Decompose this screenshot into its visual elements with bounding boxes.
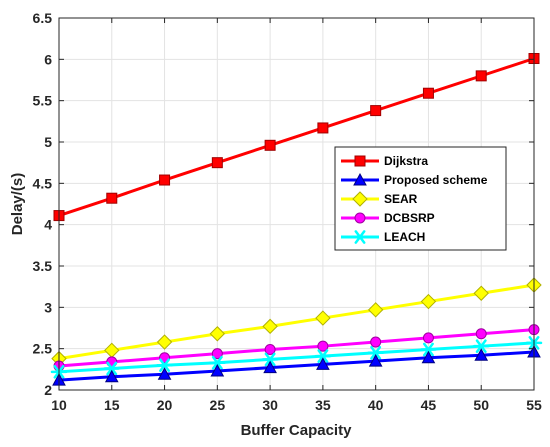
x-tick-label: 15 [104,397,120,413]
y-tick-label: 2 [44,382,52,398]
data-point [157,367,172,380]
x-tick-label: 45 [421,397,437,413]
x-axis-label: Buffer Capacity [241,422,353,439]
data-point [264,343,276,355]
legend-swatch-marker [351,230,369,244]
legend: Dijkstra Proposed scheme SEAR DCBSRP LEACH [334,146,507,251]
data-point [475,70,487,82]
legend-label: LEACH [384,230,425,244]
series-sear [51,277,542,367]
legend-swatch-marker [354,212,366,224]
series-line [58,341,535,374]
x-tick-label: 55 [526,397,542,413]
data-point [159,174,171,186]
data-point [368,354,383,367]
x-tick-label: 20 [157,397,173,413]
data-point [314,349,332,363]
data-point [156,358,173,373]
data-point [156,334,173,350]
plot-frame [58,17,535,391]
data-point [106,192,118,204]
x-tick-label: 10 [51,397,67,413]
data-point [316,357,330,370]
data-point [422,332,434,344]
series-leach [50,336,543,379]
legend-swatch-marker [354,155,366,167]
data-point [209,355,226,370]
data-point [474,348,489,361]
series-line [58,350,535,382]
data-point [263,360,277,374]
series-line [58,57,535,217]
series-line [58,283,535,361]
data-point [367,302,384,318]
series-line [58,328,535,368]
data-point [422,87,434,99]
legend-entry: DCBSRP [341,211,435,225]
data-point [264,139,276,151]
data-point [211,157,223,169]
legend-label: Proposed scheme [384,173,488,187]
legend-entry: Proposed scheme [341,172,488,187]
x-tick-label: 50 [473,397,489,413]
data-point [370,336,382,348]
x-tick-label: 30 [262,397,278,413]
y-axis-label: Delay/(s) [9,173,26,236]
data-point [211,348,223,360]
series-proposed-scheme [52,344,541,386]
data-point [420,293,437,310]
data-point [420,342,437,357]
y-tick-label: 2.5 [33,341,53,357]
data-point [317,340,329,352]
data-point [210,363,225,377]
data-point [472,339,490,354]
y-tick-label: 5.5 [33,93,53,109]
y-tick-label: 6.5 [33,10,53,26]
data-point [473,285,489,301]
y-tick-label: 4 [44,217,52,233]
legend-entry: SEAR [341,191,418,207]
data-point [315,310,331,326]
data-point [261,352,279,367]
data-point [103,361,121,376]
data-point [209,326,226,342]
legend-label: SEAR [384,192,418,206]
data-point [104,369,119,383]
y-tick-label: 6 [44,51,52,67]
legend-label: DCBSRP [384,211,435,225]
data-point [317,122,329,134]
legend-entry: Dijkstra [341,154,428,168]
data-point [370,105,382,117]
x-tick-label: 35 [315,397,331,413]
legend-swatch-marker [352,191,368,207]
legend-label: Dijkstra [384,154,428,168]
legend-swatch-marker [353,172,367,186]
y-tick-label: 4.5 [33,175,53,191]
y-tick-label: 3 [44,299,52,315]
y-tick-label: 3.5 [33,258,53,274]
data-point [475,328,487,340]
legend-entry: LEACH [341,230,425,244]
data-point [262,318,278,335]
data-point [367,345,384,360]
y-tick-label: 5 [44,134,52,150]
data-point [421,350,436,364]
tick-layer: 10 15 20 25 30 35 40 45 50 55 2 2.5 3 3.5 4 4.5 5 5.5 6 6.5 [33,10,542,413]
x-tick-label: 25 [210,397,226,413]
series-layer [50,53,543,386]
x-tick-label: 40 [368,397,384,413]
